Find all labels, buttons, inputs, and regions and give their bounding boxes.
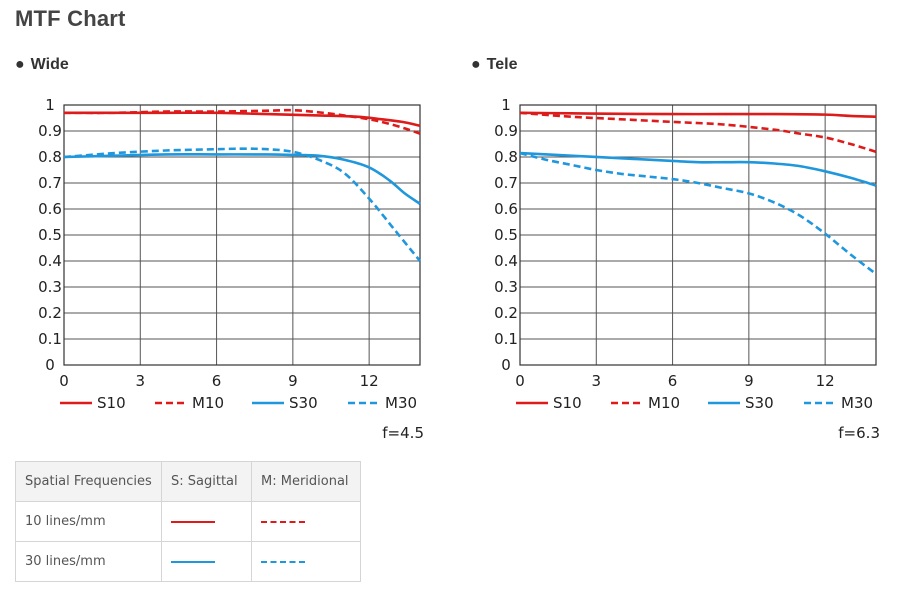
y-tick-label: 0.5 bbox=[494, 226, 518, 244]
y-tick-label: 0.4 bbox=[38, 252, 62, 270]
header-meridional: M: Meridional bbox=[251, 461, 361, 502]
legend-label-s30: S30 bbox=[745, 394, 774, 412]
y-tick-label: 0.8 bbox=[494, 148, 518, 166]
red-solid-line-swatch bbox=[171, 520, 215, 523]
bullet-icon: ● bbox=[15, 56, 25, 73]
y-tick-label: 0.7 bbox=[38, 174, 62, 192]
y-tick-label: 0.6 bbox=[38, 200, 62, 218]
y-tick-label: 0 bbox=[501, 356, 511, 374]
x-tick-label: 9 bbox=[744, 372, 754, 390]
x-tick-label: 0 bbox=[515, 372, 525, 390]
y-tick-label: 0.7 bbox=[494, 174, 518, 192]
aperture-label: f=4.5 bbox=[382, 424, 424, 442]
sagittal-30-swatch-cell bbox=[161, 541, 252, 582]
wide-section-title: ● Wide bbox=[15, 56, 69, 74]
x-tick-label: 3 bbox=[592, 372, 602, 390]
wide-title-text: Wide bbox=[30, 56, 69, 73]
legend-label-s30: S30 bbox=[289, 394, 318, 412]
series-line-m30 bbox=[63, 147, 422, 262]
y-tick-label: 0.2 bbox=[38, 304, 62, 322]
header-sagittal: S: Sagittal bbox=[161, 461, 252, 502]
tele-section-title: ● Tele bbox=[471, 56, 518, 74]
y-tick-label: 0.2 bbox=[494, 304, 518, 322]
y-tick-label: 0.3 bbox=[38, 278, 62, 296]
blue-dashed-line-swatch bbox=[261, 560, 305, 563]
tele-title-text: Tele bbox=[486, 56, 518, 73]
legend-label-s10: S10 bbox=[97, 394, 126, 412]
legend-label-s10: S10 bbox=[553, 394, 582, 412]
y-tick-label: 0 bbox=[45, 356, 55, 374]
y-tick-label: 0.4 bbox=[494, 252, 518, 270]
series-line-m10 bbox=[63, 108, 421, 135]
legend-label-m10: M10 bbox=[192, 394, 224, 412]
plot-frame bbox=[63, 104, 421, 366]
sagittal-10-swatch-cell bbox=[161, 501, 252, 542]
y-tick-label: 0.9 bbox=[38, 122, 62, 140]
series-line-s10 bbox=[64, 111, 421, 128]
x-tick-label: 0 bbox=[59, 372, 69, 390]
header-spatial-frequencies: Spatial Frequencies bbox=[15, 461, 162, 502]
x-tick-label: 9 bbox=[288, 372, 298, 390]
y-tick-label: 0.9 bbox=[494, 122, 518, 140]
legend-label-m30: M30 bbox=[385, 394, 417, 412]
y-tick-label: 0.8 bbox=[38, 148, 62, 166]
series-line-s30 bbox=[63, 153, 421, 205]
row-label-10-lines: 10 lines/mm bbox=[15, 501, 162, 542]
key-table-row: 30 lines/mm bbox=[15, 541, 361, 582]
y-tick-label: 0.3 bbox=[494, 278, 518, 296]
bullet-icon: ● bbox=[471, 56, 481, 73]
meridional-30-swatch-cell bbox=[251, 541, 361, 582]
wide-mtf-chart: 0 0.1 0.2 0.3 0.4 0.5 0.6 0.7 0.8 0.9 1 0 3 6 9 12 S10 M1… bbox=[38, 96, 424, 442]
key-table-header-row: Spatial Frequencies S: Sagittal M: Merid… bbox=[15, 461, 361, 502]
x-tick-label: 12 bbox=[360, 372, 379, 390]
y-tick-label: 0.5 bbox=[38, 226, 62, 244]
tele-mtf-chart: 0 0.1 0.2 0.3 0.4 0.5 0.6 0.7 0.8 0.9 1 0 3 6 9 12 S10 M1… bbox=[494, 96, 880, 442]
x-tick-label: 6 bbox=[668, 372, 678, 390]
aperture-label: f=6.3 bbox=[838, 424, 880, 442]
meridional-10-swatch-cell bbox=[251, 501, 361, 542]
blue-solid-line-swatch bbox=[171, 560, 215, 563]
red-dashed-line-swatch bbox=[261, 520, 305, 523]
plot-frame bbox=[519, 104, 877, 366]
y-tick-label: 0.1 bbox=[38, 330, 62, 348]
legend-label-m10: M10 bbox=[648, 394, 680, 412]
series-line-m10 bbox=[519, 111, 877, 154]
page-title: MTF Chart bbox=[15, 6, 126, 31]
row-label-30-lines: 30 lines/mm bbox=[15, 541, 162, 582]
x-tick-label: 6 bbox=[212, 372, 222, 390]
key-table-row: 10 lines/mm bbox=[15, 501, 361, 542]
y-tick-label: 0.1 bbox=[494, 330, 518, 348]
legend-key-table: Spatial Frequencies S: Sagittal M: Merid… bbox=[15, 461, 361, 582]
y-tick-label: 1 bbox=[45, 96, 55, 114]
x-tick-label: 12 bbox=[816, 372, 835, 390]
y-tick-label: 0.6 bbox=[494, 200, 518, 218]
series-line-s10 bbox=[519, 111, 877, 118]
series-line-m30 bbox=[519, 151, 877, 276]
series-line-s30 bbox=[519, 151, 877, 187]
x-tick-label: 3 bbox=[136, 372, 146, 390]
legend-label-m30: M30 bbox=[841, 394, 873, 412]
y-tick-label: 1 bbox=[501, 96, 511, 114]
